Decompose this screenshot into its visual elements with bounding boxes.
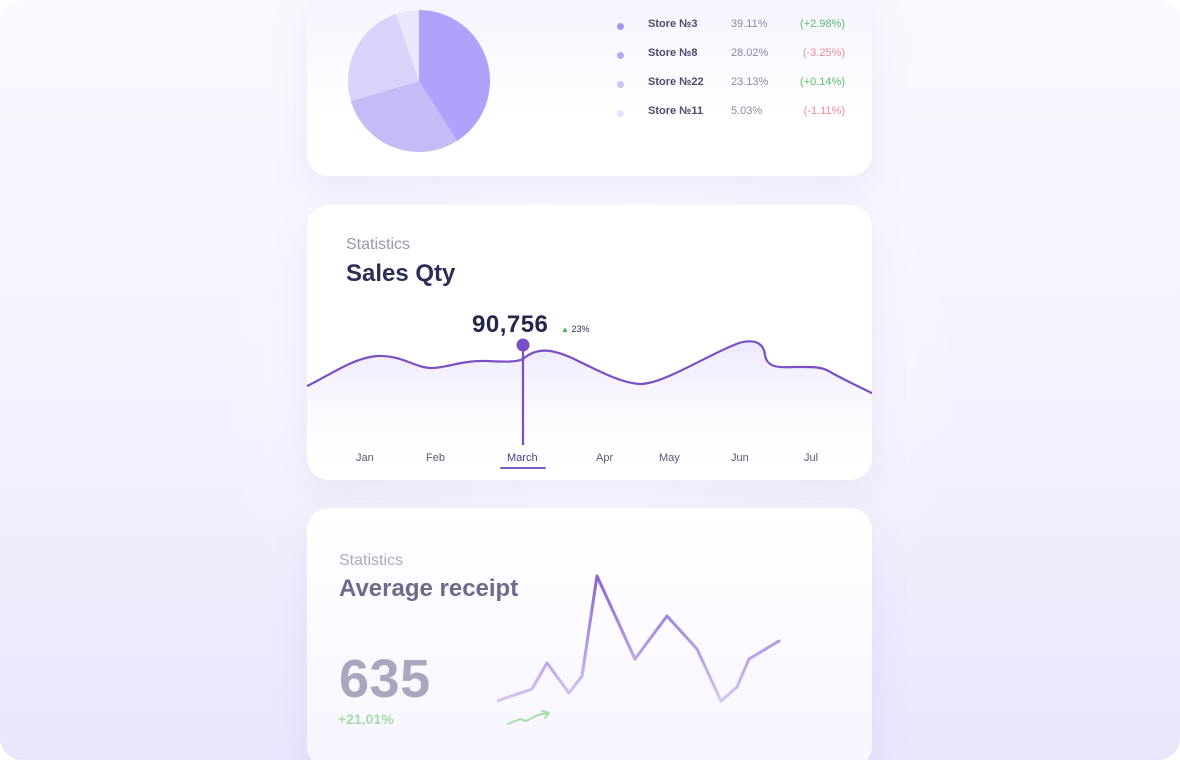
sales-qty-card: Statistics Sales Qty 90,756 ▲ 23% Jan Fe… bbox=[307, 205, 872, 480]
legend-store-name: Store №22 bbox=[648, 76, 704, 88]
sales-line-chart bbox=[307, 338, 872, 480]
store-legend: Store №3 39.11% (+2.98%) Store №8 28.02% (-3.… bbox=[613, 18, 853, 134]
sales-card-subtitle: Statistics bbox=[346, 236, 411, 253]
pie-slice-1[interactable] bbox=[419, 10, 490, 142]
month-tab-feb[interactable]: Feb bbox=[426, 452, 445, 464]
legend-dot bbox=[617, 81, 624, 88]
march-marker-point[interactable] bbox=[516, 338, 530, 352]
legend-store-percent: 23.13% bbox=[731, 76, 769, 88]
store-share-pie-chart bbox=[348, 10, 490, 152]
legend-store-percent: 5.03% bbox=[731, 105, 763, 117]
avg-receipt-line bbox=[497, 574, 781, 703]
month-tab-march[interactable]: March bbox=[507, 452, 538, 464]
peak-change-value: 23% bbox=[571, 324, 590, 334]
legend-row[interactable]: Store №3 39.11% (+2.98%) bbox=[613, 18, 853, 47]
trend-up-arrow-icon: ▲ bbox=[561, 325, 569, 334]
active-month-underline bbox=[500, 467, 546, 469]
legend-store-percent: 39.11% bbox=[731, 18, 768, 30]
sales-line bbox=[307, 340, 872, 395]
legend-dot bbox=[617, 23, 624, 30]
legend-row[interactable]: Store №8 28.02% (-3.25%) bbox=[613, 47, 853, 76]
legend-store-percent: 28.02% bbox=[731, 47, 769, 59]
sales-area-fill bbox=[307, 341, 872, 480]
avg-card-subtitle: Statistics bbox=[339, 552, 404, 569]
legend-dot bbox=[617, 110, 624, 117]
legend-store-change: (+2.98%) bbox=[800, 18, 845, 30]
avg-receipt-value: 635 bbox=[339, 649, 431, 709]
average-receipt-card: Statistics Average receipt 635 +21.01% bbox=[307, 508, 872, 760]
sales-card-title: Sales Qty bbox=[346, 260, 456, 287]
legend-store-change: (-1.11%) bbox=[803, 105, 845, 117]
legend-row[interactable]: Store №11 5.03% (-1.11%) bbox=[613, 105, 853, 134]
month-tab-jun[interactable]: Jun bbox=[731, 452, 749, 464]
legend-store-name: Store №11 bbox=[648, 105, 704, 117]
store-share-card: Store №3 39.11% (+2.98%) Store №8 28.02% (-3.… bbox=[307, 0, 872, 176]
month-tab-jul[interactable]: Jul bbox=[804, 452, 819, 464]
legend-store-change: (-3.25%) bbox=[802, 47, 845, 59]
peak-value: 90,756 bbox=[472, 311, 549, 338]
pie-slice-3[interactable] bbox=[348, 13, 419, 102]
legend-row[interactable]: Store №22 23.13% (+0.14%) bbox=[613, 76, 853, 105]
month-tab-jan[interactable]: Jan bbox=[356, 452, 374, 464]
legend-dot bbox=[617, 52, 624, 59]
avg-card-title: Average receipt bbox=[339, 575, 519, 602]
legend-store-change: (+0.14%) bbox=[800, 76, 845, 88]
avg-receipt-line-chart bbox=[497, 574, 781, 703]
avg-receipt-change: +21.01% bbox=[338, 711, 394, 727]
trend-up-icon bbox=[507, 710, 550, 725]
month-tab-may[interactable]: May bbox=[659, 452, 680, 464]
legend-store-name: Store №8 bbox=[648, 47, 698, 59]
legend-store-name: Store №3 bbox=[648, 18, 698, 30]
pie-slice-2[interactable] bbox=[350, 81, 457, 152]
pie-slice-4[interactable] bbox=[395, 10, 419, 81]
month-tab-apr[interactable]: Apr bbox=[596, 452, 614, 464]
peak-change-badge: ▲ 23% bbox=[561, 324, 589, 334]
